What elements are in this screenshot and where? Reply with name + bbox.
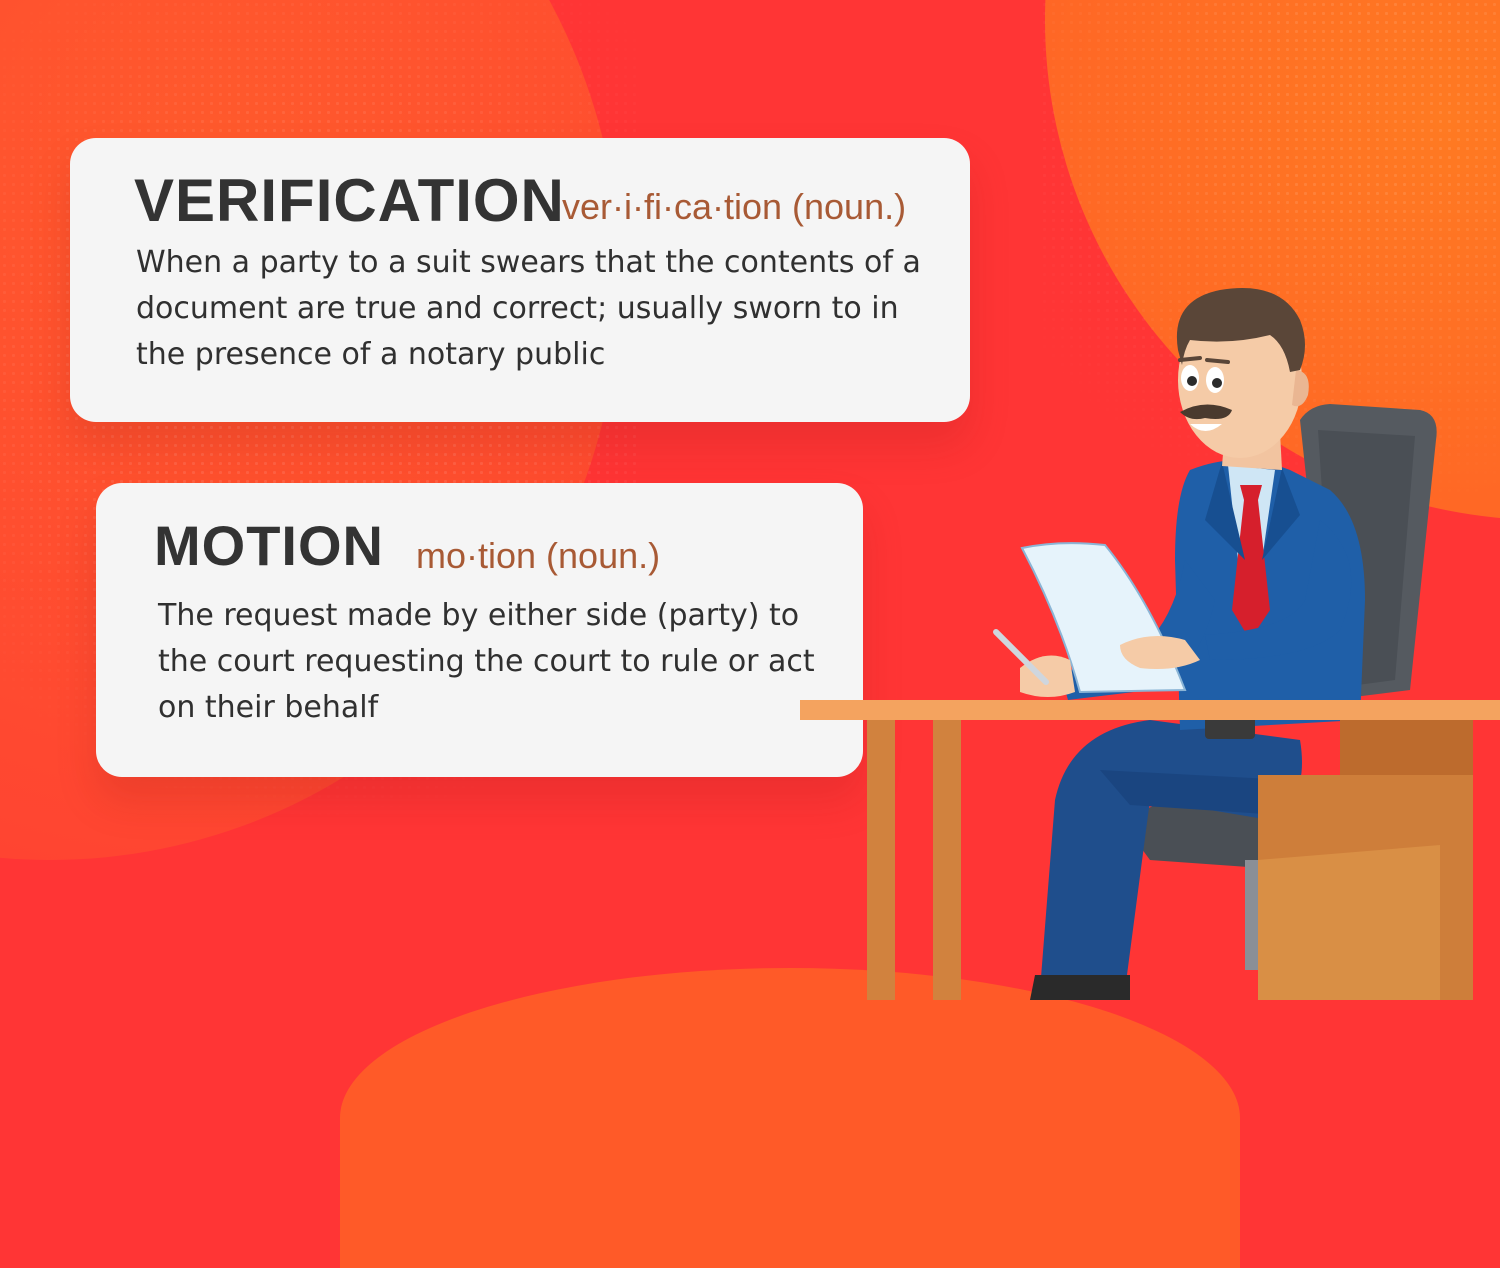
arm-right: [1205, 520, 1352, 660]
term-pronunciation: ver·i·fi·ca·tion (noun.): [562, 186, 907, 227]
hair: [1176, 288, 1305, 372]
tie: [1232, 485, 1270, 640]
hand-right: [1120, 636, 1200, 669]
belt: [1205, 715, 1255, 739]
pen: [993, 629, 1049, 685]
desk-top: [800, 700, 1500, 720]
term-pronunciation: mo·tion (noun.): [416, 535, 661, 576]
term-title: MOTION: [154, 514, 384, 577]
term-definition: The request made by either side (party) …: [158, 598, 815, 725]
desk-leg-left: [867, 720, 895, 1000]
moustache: [1180, 404, 1232, 420]
shoe: [1030, 975, 1130, 1000]
definition-card-verification: VERIFICATION ver·i·fi·ca·tion (noun.) Wh…: [70, 138, 970, 422]
ear: [1292, 370, 1309, 407]
term-definition: When a party to a suit swears that the c…: [136, 245, 921, 372]
definition-card-motion: MOTION mo·tion (noun.) The request made …: [96, 483, 863, 777]
businessman-at-desk-icon: [800, 288, 1500, 1000]
background-blob-bottom: [340, 968, 1240, 1268]
term-title: VERIFICATION: [134, 167, 565, 234]
